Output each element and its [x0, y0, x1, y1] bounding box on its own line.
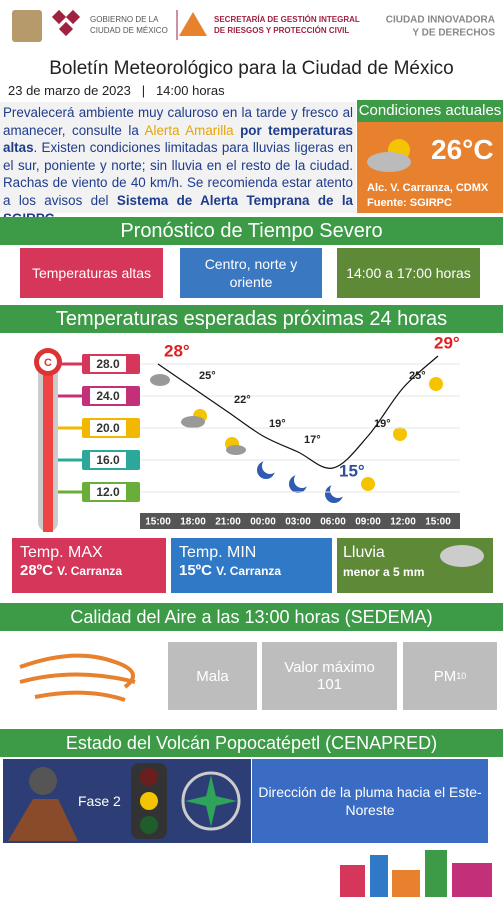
- date-line: 23 de marzo de 2023 | 14:00 horas: [8, 83, 225, 98]
- motto: Y DE DERECHOS: [412, 28, 495, 39]
- temperature-line: [157, 355, 439, 469]
- severe-item: 14:00 a 17:00 horas: [337, 248, 480, 298]
- gov-line: GOBIERNO DE LA: [90, 15, 159, 24]
- cdmx-logo: [51, 9, 81, 37]
- value-label: 25°: [409, 370, 426, 382]
- value-label: 19°: [269, 418, 286, 430]
- tick-tag-inner: [90, 452, 126, 468]
- y-tick-label: 24.0: [96, 389, 120, 403]
- sec-line: SECRETARÍA DE GESTIÓN INTEGRAL: [214, 15, 360, 24]
- air-pollutant: PM 10: [403, 642, 497, 710]
- pc-logo: [179, 12, 207, 36]
- pollutant: PM: [433, 667, 457, 685]
- x-tick-label: 18:00: [180, 517, 206, 528]
- value-label: 19°: [374, 418, 391, 430]
- severe-item: Temperaturas altas: [20, 248, 163, 298]
- pollutant-sub: 10: [456, 671, 467, 681]
- card-place: V. Carranza: [216, 564, 282, 578]
- card-value: menor a 5 mm: [343, 565, 425, 579]
- skyline: [340, 850, 492, 897]
- air-max-value: 101: [316, 676, 343, 693]
- value-label: 25°: [199, 370, 216, 382]
- x-tick-label: 03:00: [285, 517, 311, 528]
- severe-title: Pronóstico de Tiempo Severo: [0, 217, 503, 245]
- date: 23 de marzo de 2023: [8, 83, 131, 98]
- tick-tag-inner: [90, 356, 126, 372]
- wind-icon: [19, 653, 136, 702]
- chart-title: Temperaturas esperadas próximas 24 horas: [0, 305, 503, 333]
- weather-icons: [150, 374, 443, 503]
- volcano-plume: Dirección de la pluma hacia el Este-Nore…: [252, 759, 488, 843]
- volcano-title: Estado del Volcán Popocatépetl (CENAPRED…: [0, 729, 503, 757]
- summary-bold: por temperaturas altas: [3, 122, 353, 156]
- time: 14:00 horas: [155, 83, 225, 98]
- sun-cloud-icon: [367, 139, 411, 172]
- x-tick-label: 06:00: [320, 517, 346, 528]
- air-title: Calidad del Aire a las 13:00 horas (SEDE…: [0, 603, 503, 631]
- summary: Prevalecerá ambiente muy caluroso en la …: [0, 102, 356, 226]
- card-place: V. Carranza: [57, 564, 123, 578]
- alert-highlight: Alerta Amarilla: [144, 122, 234, 138]
- thermometer: C: [34, 348, 62, 532]
- card-max: Temp. MAX 28ºC V. Carranza: [12, 538, 166, 593]
- volcano-phase: Fase 2: [78, 793, 121, 809]
- current-location: Alc. V. Carranza, CDMX: [367, 182, 489, 194]
- x-tick-label: 12:00: [390, 517, 416, 528]
- card-rain: Lluvia menor a 5 mm: [337, 538, 493, 593]
- volcano-panel: Fase 2: [3, 759, 251, 843]
- value-label: 22°: [234, 394, 251, 406]
- card-label: Temp. MAX: [20, 544, 103, 561]
- air-quality: Mala: [168, 642, 257, 710]
- value-label: 17°: [304, 434, 321, 446]
- y-tick-label: 28.0: [96, 357, 120, 371]
- x-tick-label: 00:00: [250, 517, 276, 528]
- sec-line: DE RIESGOS Y PROTECCIÓN CIVIL: [214, 26, 349, 35]
- x-tick-label: 21:00: [215, 517, 241, 528]
- x-axis-band: [140, 513, 460, 529]
- header-logos: GOBIERNO DE LA CIUDAD DE MÉXICO SECRETAR…: [12, 9, 495, 42]
- temperature-chart: C 28.0 24.0 20.0 16.0 12.0 15:00 18:00 21:00 00:…: [34, 333, 460, 532]
- y-tick-label: 20.0: [96, 421, 120, 435]
- title: Boletín Meteorológico para la Ciudad de …: [49, 58, 454, 79]
- separator: |: [141, 83, 146, 98]
- volcano-icons: [8, 763, 241, 841]
- air-max: Valor máximo 101: [262, 642, 397, 710]
- card-min: Temp. MIN 15ºC V. Carranza: [171, 538, 332, 593]
- summary-text: Prevalecerá ambiente muy caluroso en la …: [3, 105, 353, 138]
- card-label: Temp. MIN: [179, 544, 257, 561]
- card-label: Lluvia: [343, 544, 385, 561]
- card-value: 28ºC: [20, 562, 53, 579]
- current-title: Condiciones actuales: [357, 100, 503, 122]
- crest: [12, 10, 42, 42]
- rain-icon: [440, 545, 484, 567]
- tick-tag-inner: [90, 388, 126, 404]
- y-tick-label: 12.0: [96, 485, 120, 499]
- tick-tag-inner: [90, 484, 126, 500]
- motto: CIUDAD INNOVADORA: [386, 15, 495, 26]
- current-temp: 26°C: [431, 134, 494, 165]
- current-conditions: Condiciones actuales 26°C Alc. V. Carran…: [357, 100, 503, 213]
- value-label: 28°: [164, 341, 190, 360]
- y-tick-label: 16.0: [96, 453, 120, 467]
- card-value: 15ºC: [179, 562, 212, 579]
- value-label: 29°: [434, 333, 460, 352]
- summary-text: . Existen condiciones limitadas para llu…: [3, 140, 353, 208]
- value-label: 15°: [339, 461, 365, 480]
- x-tick-label: 09:00: [355, 517, 381, 528]
- gov-line: CIUDAD DE MÉXICO: [90, 26, 168, 35]
- tick-tag-inner: [90, 420, 126, 436]
- x-tick-label: 15:00: [145, 517, 171, 528]
- x-tick-label: 15:00: [425, 517, 451, 528]
- severe-item: Centro, norte y oriente: [180, 248, 322, 298]
- current-source: Fuente: SGIRPC: [367, 197, 452, 209]
- air-max-label: Valor máximo: [284, 659, 375, 676]
- svg-text:C: C: [44, 357, 52, 369]
